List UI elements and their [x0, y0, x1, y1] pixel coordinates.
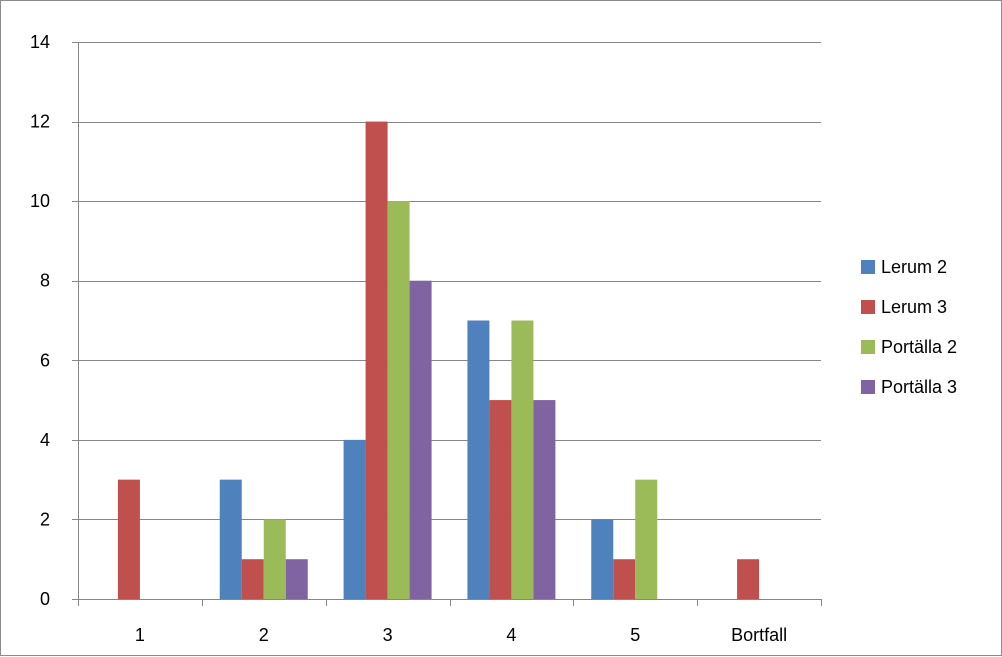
y-tick-label-0: 0	[40, 589, 50, 609]
y-tick-label-4: 4	[40, 430, 50, 450]
x-tick-label-3: 3	[383, 625, 393, 645]
bar-lerum-2-4	[467, 320, 490, 599]
y-tick-label-10: 10	[30, 191, 50, 211]
bar-portälla-3-3	[409, 280, 432, 599]
bar-lerum-3-bortfall	[737, 559, 760, 599]
bar-portälla-2-3	[387, 201, 410, 599]
legend-swatch-portälla-2	[861, 340, 875, 354]
bar-lerum-3-1	[117, 479, 140, 599]
legend-label-portälla-3: Portälla 3	[881, 377, 957, 397]
bar-lerum-3-5	[613, 559, 636, 599]
bar-portälla-3-4	[533, 400, 556, 599]
legend-label-lerum-3: Lerum 3	[881, 297, 947, 317]
x-tick-label-4: 4	[506, 625, 516, 645]
y-tick-label-6: 6	[40, 350, 50, 370]
legend: Lerum 2 Lerum 3 Portälla 2 Portälla 3	[861, 257, 957, 397]
bar-portälla-2-4	[511, 320, 534, 599]
y-tick-label-8: 8	[40, 271, 50, 291]
bars	[117, 121, 760, 600]
x-tick-label-1: 1	[135, 625, 145, 645]
y-tick-label-12: 12	[30, 112, 50, 132]
y-tick-labels: 0 2 4 6 8 10 12 14	[30, 32, 50, 609]
gridlines	[78, 42, 821, 520]
y-tick-label-2: 2	[40, 509, 50, 529]
axes	[72, 42, 822, 606]
bar-lerum-2-2	[219, 479, 242, 599]
x-tick-label-2: 2	[259, 625, 269, 645]
x-tick-labels: 1 2 3 4 5 Bortfall	[135, 625, 787, 645]
bar-lerum-3-3	[365, 121, 388, 600]
bar-lerum-2-3	[343, 439, 366, 599]
bar-portälla-3-2	[285, 559, 308, 599]
legend-label-portälla-2: Portälla 2	[881, 337, 957, 357]
x-tick-label-bortfall: Bortfall	[731, 625, 787, 645]
bar-portälla-2-2	[263, 519, 286, 599]
legend-swatch-portälla-3	[861, 380, 875, 394]
legend-label-lerum-2: Lerum 2	[881, 257, 947, 277]
bar-lerum-3-2	[241, 559, 264, 599]
x-tick-label-5: 5	[630, 625, 640, 645]
legend-swatch-lerum-2	[861, 260, 875, 274]
bar-lerum-2-5	[591, 519, 614, 599]
y-tick-label-14: 14	[30, 32, 50, 52]
bar-portälla-2-5	[635, 479, 658, 599]
bar-lerum-3-4	[489, 400, 512, 599]
legend-swatch-lerum-3	[861, 300, 875, 314]
